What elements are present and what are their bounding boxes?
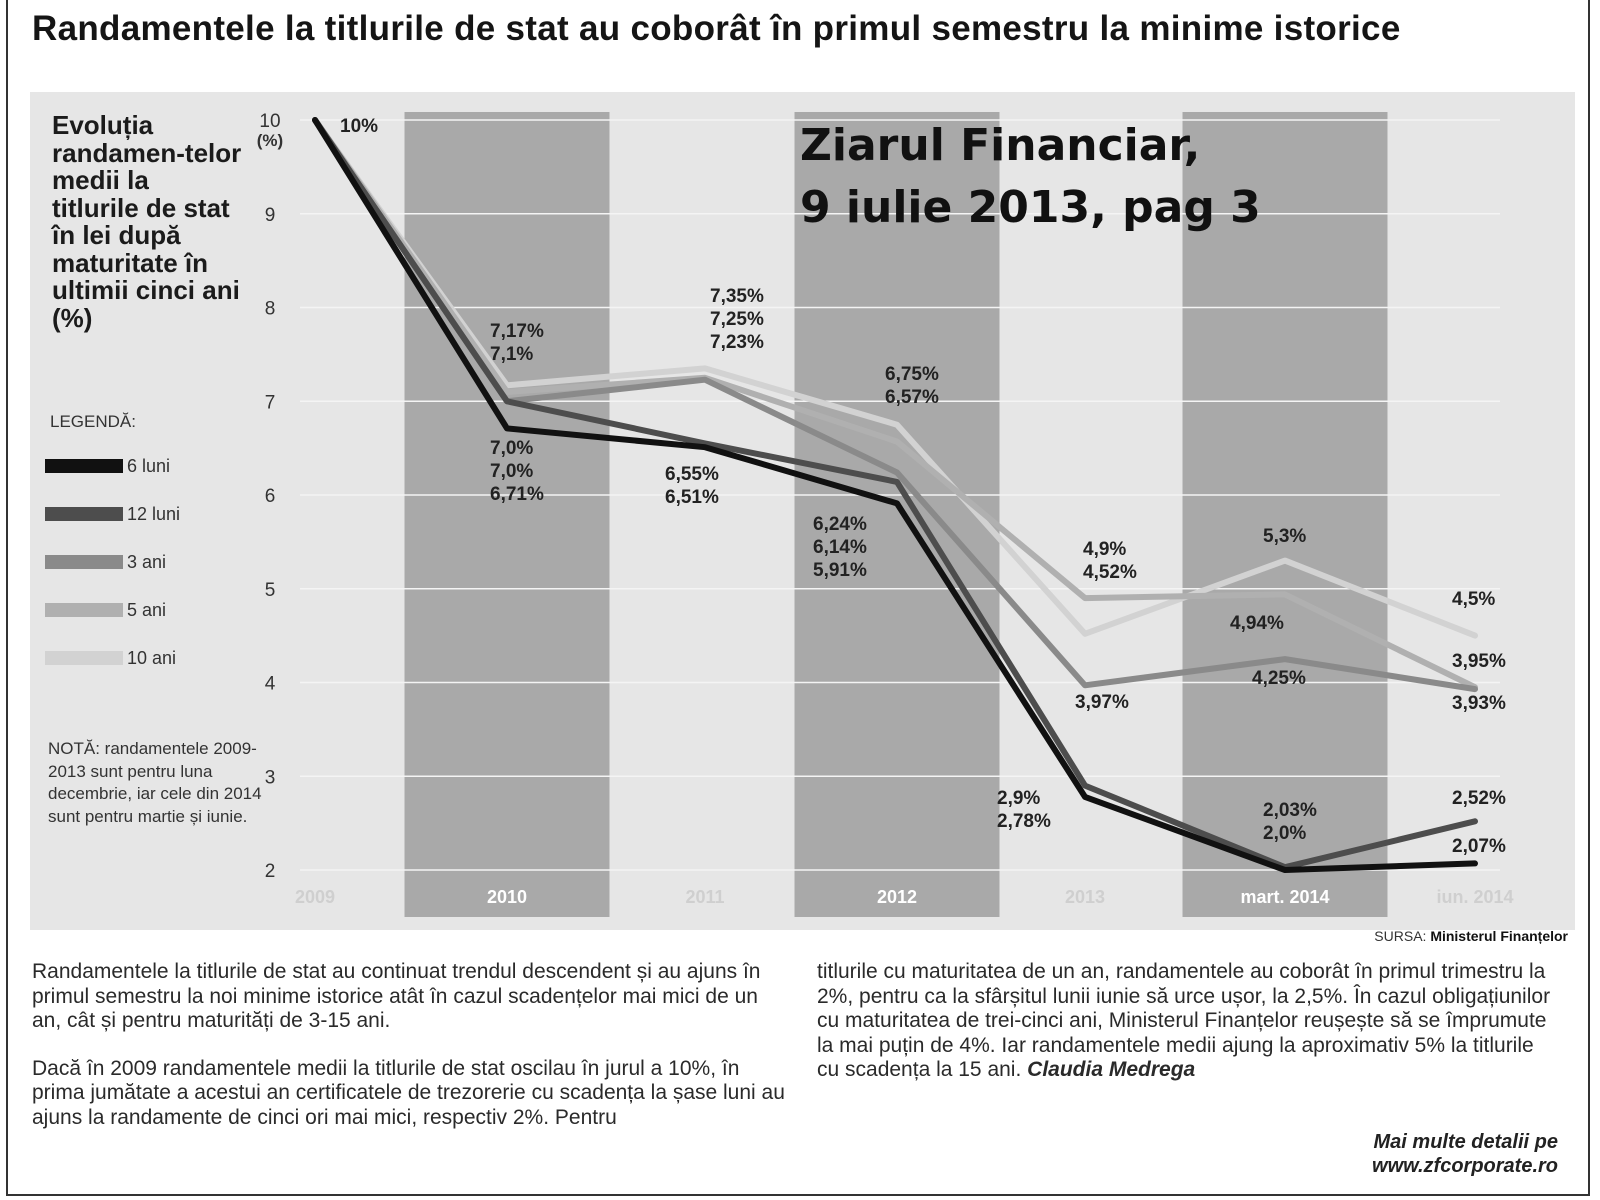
data-label: 2,9% 2,78% xyxy=(997,788,1051,832)
series-line-6-luni xyxy=(312,117,1478,873)
data-label: 4,5% xyxy=(1452,589,1495,610)
article-paragraph-text: titlurile cu maturitatea de un an, randa… xyxy=(817,960,1551,1081)
x-tick-label: 2011 xyxy=(685,887,724,907)
chart-note: NOTĂ: randamentele 2009-2013 sunt pentru… xyxy=(48,739,262,826)
data-label: 10% xyxy=(340,116,378,137)
y-tick-label: 6 xyxy=(265,486,276,507)
shaded-column xyxy=(1182,112,1388,917)
legend-label: 6 luni xyxy=(127,455,171,476)
legend-item-5-ani: 5 ani xyxy=(45,599,166,621)
data-label: 6,55% 6,51% xyxy=(665,464,719,508)
x-tick-label: 2013 xyxy=(1065,887,1105,907)
legend-swatch xyxy=(45,459,123,473)
data-label: 5,3% xyxy=(1263,526,1306,547)
x-tick-label: 2010 xyxy=(487,887,527,907)
y-tick-label: 9 xyxy=(265,205,276,226)
data-label: 2,07% xyxy=(1452,836,1506,857)
page-frame xyxy=(6,0,1590,1196)
y-tick-label: 7 xyxy=(265,392,276,413)
data-label: 3,97% xyxy=(1075,692,1129,713)
page-headline: Randamentele la titlurile de stat au cob… xyxy=(32,9,1401,48)
more-info-line: Mai multe detalii pe xyxy=(1373,1131,1558,1153)
legend-label: 5 ani xyxy=(127,599,167,620)
line-chart: 10 9 8 7 6 5 4 3 2 (%) 2009 2010 2011 2012 2013 mart. 2… xyxy=(257,111,1514,917)
article-right-column: titlurile cu maturitatea de un an, randa… xyxy=(817,960,1557,1106)
article-paragraph: Dacă în 2009 randamentele medii la titlu… xyxy=(32,1056,785,1129)
legend-swatch xyxy=(45,651,123,665)
x-tick-label: 2009 xyxy=(295,887,335,907)
legend-item-10-ani: 10 ani xyxy=(45,647,176,669)
y-tick-label: 10 xyxy=(259,111,280,132)
legend-label: 12 luni xyxy=(127,503,181,524)
data-label: 2,03% 2,0% xyxy=(1263,800,1317,844)
source-label: SURSA: xyxy=(1374,928,1427,944)
newspaper-stamp: Ziarul Financiar, 9 iulie 2013, pag 3 xyxy=(800,120,1261,233)
legend-item-12-luni: 12 luni xyxy=(45,503,180,525)
legend-title: LEGENDĂ: xyxy=(50,412,136,431)
legend-swatch xyxy=(45,555,123,569)
legend-item-6-luni: 6 luni xyxy=(45,455,170,477)
series-line-5-ani xyxy=(312,117,1478,691)
source-name: Ministerul Finanțelor xyxy=(1430,928,1568,944)
x-tick-label: mart. 2014 xyxy=(1240,887,1329,907)
data-label: 4,94% xyxy=(1230,613,1284,634)
data-label: 3,93% xyxy=(1452,693,1506,714)
chart-source: SURSA: Ministerul Finanțelor xyxy=(1374,928,1568,944)
legend-swatch xyxy=(45,507,123,521)
shaded-column xyxy=(404,112,610,917)
data-label: 6,24% 6,14% 5,91% xyxy=(813,514,867,581)
article-paragraph: titlurile cu maturitatea de un an, randa… xyxy=(817,960,1557,1083)
y-tick-label: 4 xyxy=(265,674,276,695)
series-line-10-ani xyxy=(312,117,1478,639)
y-tick-label: 8 xyxy=(265,299,276,320)
data-label: 4,25% xyxy=(1252,668,1306,689)
y-tick-label: 2 xyxy=(265,861,276,882)
legend-swatch xyxy=(45,603,123,617)
x-tick-label: 2012 xyxy=(877,887,917,907)
article-paragraph: Randamentele la titlurile de stat au con… xyxy=(32,960,761,1032)
data-label: 6,75% 6,57% xyxy=(885,364,939,408)
shaded-column xyxy=(794,112,1000,917)
x-tick-label: iun. 2014 xyxy=(1436,887,1513,907)
chart-side-title: Evoluția randamen-telor medii la titluri… xyxy=(52,110,242,333)
legend-label: 10 ani xyxy=(127,647,177,668)
y-axis-unit: (%) xyxy=(257,131,283,150)
data-label: 7,17% 7,1% xyxy=(490,321,544,365)
legend-item-3-ani: 3 ani xyxy=(45,551,166,573)
legend-label: 3 ani xyxy=(127,551,167,572)
article-left-column: Randamentele la titlurile de stat au con… xyxy=(32,960,792,1153)
author-signature: Claudia Medrega xyxy=(1027,1058,1196,1081)
y-tick-label: 5 xyxy=(265,580,276,601)
chart-panel: 10 9 8 7 6 5 4 3 2 (%) 2009 2010 2011 2012 2013 mart. 2… xyxy=(30,92,1575,930)
more-info-url: www.zfcorporate.ro xyxy=(1372,1155,1558,1177)
data-label: 7,35% 7,25% 7,23% xyxy=(710,286,764,353)
data-label: 3,95% xyxy=(1452,651,1506,672)
data-label: 4,9% 4,52% xyxy=(1083,539,1137,583)
more-info-link[interactable]: Mai multe detalii pe www.zfcorporate.ro xyxy=(1372,1130,1558,1178)
data-label: 2,52% xyxy=(1452,788,1506,809)
data-label: 7,0% 7,0% 6,71% xyxy=(490,438,544,505)
y-tick-label: 3 xyxy=(265,767,276,788)
